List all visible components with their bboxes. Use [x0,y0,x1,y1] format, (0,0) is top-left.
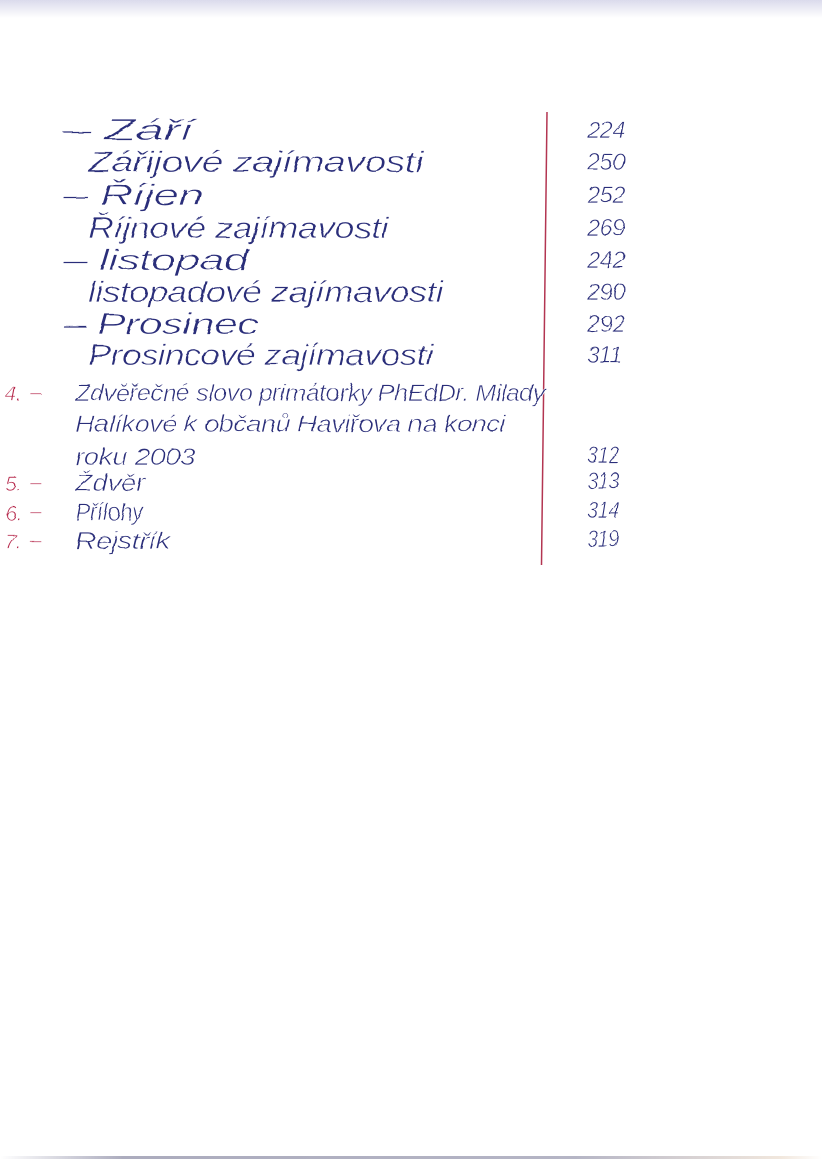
svg-text:252: 252 [586,182,625,209]
svg-text:– listopad: – listopad [62,244,251,277]
svg-text:292: 292 [586,311,625,338]
svg-text:Prosincové zajímavosti: Prosincové zajímavosti [88,339,435,372]
svg-text:290: 290 [586,279,626,306]
svg-text:224: 224 [586,117,625,144]
svg-text:listopadové zajímavosti: listopadové zajímavosti [88,276,445,309]
svg-text:Říjnové zajímavosti: Říjnové zajímavosti [88,212,390,245]
svg-text:Zářijové zajímavosti: Zářijové zajímavosti [87,146,426,179]
svg-text:Rejstřík: Rejstřík [75,528,173,555]
svg-text:242: 242 [586,247,625,274]
svg-text:Zdvěřečné slovo primátorky PhE: Zdvěřečné slovo primátorky PhEdDr. Milad… [74,380,548,407]
svg-text:6.: 6. [5,502,22,525]
svg-text:311: 311 [587,342,622,369]
svg-text:–: – [29,381,42,404]
svg-text:roku 2003: roku 2003 [75,444,196,471]
svg-text:250: 250 [586,149,626,176]
svg-text:– Říjen: – Říjen [61,179,203,212]
svg-text:Přílohy: Přílohy [75,499,145,526]
svg-text:– Září: – Září [61,114,198,147]
svg-text:313: 313 [587,468,620,495]
svg-text:– Prosinec: – Prosinec [62,308,259,341]
svg-text:319: 319 [587,526,619,553]
svg-text:4.: 4. [5,383,22,406]
svg-text:–: – [29,471,42,494]
svg-text:314: 314 [587,497,619,524]
svg-text:7.: 7. [5,531,22,554]
svg-text:269: 269 [586,215,625,242]
svg-text:312: 312 [587,442,619,469]
svg-text:Halíkové k občanů Haviřova na: Halíkové k občanů Haviřova na konci [75,411,506,438]
svg-text:Ždvěr: Ždvěr [74,470,147,497]
svg-text:–: – [29,500,42,523]
svg-text:–: – [29,529,42,552]
svg-text:5.: 5. [5,473,22,496]
